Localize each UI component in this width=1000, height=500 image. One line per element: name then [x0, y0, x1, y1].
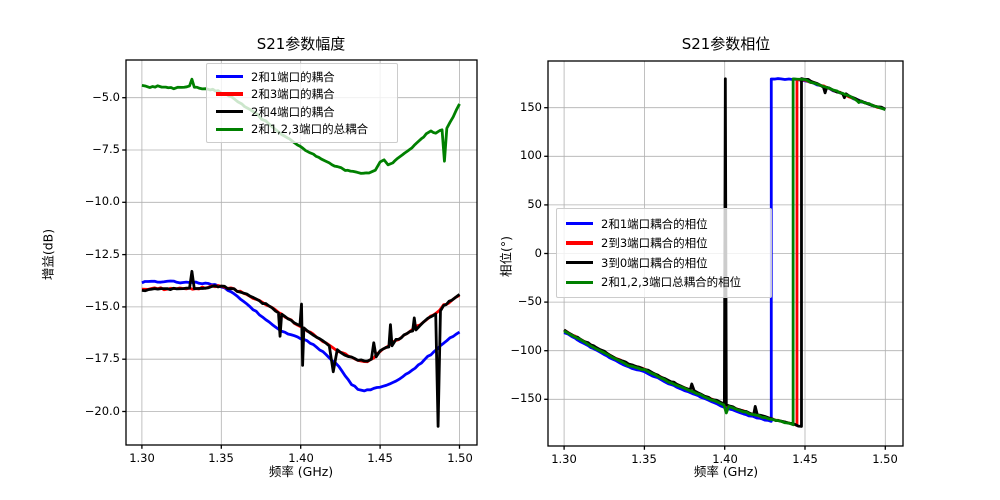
y-tick-label: −50 [517, 294, 542, 308]
y-tick-label: −150 [510, 391, 542, 405]
magnitude-chart [122, 59, 478, 449]
legend-label: 2和1端口耦合的相位 [601, 216, 708, 231]
legend-label: 2和1端口的耦合 [251, 69, 335, 84]
legend-line-sample [566, 261, 593, 265]
legend-item: 2和4端口的耦合 [216, 104, 388, 120]
y-tick-label: −15.0 [84, 299, 120, 313]
legend-line-sample [566, 221, 593, 226]
legend-label: 2和1,2,3端口的总耦合 [251, 122, 369, 137]
x-tick-label: 1.35 [208, 451, 234, 465]
x-tick-label: 1.50 [447, 451, 473, 465]
series-line [141, 269, 461, 428]
legend-label: 3到0端口耦合的相位 [601, 255, 708, 270]
legend-label: 2和1,2,3端口总耦合的相位 [601, 275, 742, 290]
y-tick-label: 100 [520, 148, 542, 162]
legend-label: 2到3端口耦合的相位 [601, 236, 708, 251]
legend-line-sample [216, 74, 243, 79]
series-line [141, 279, 461, 393]
legend-item: 2到3端口耦合的相位 [566, 235, 762, 251]
y-tick-label: 150 [520, 100, 542, 114]
x-tick-label: 1.35 [631, 452, 657, 466]
x-tick-label: 1.30 [551, 452, 577, 466]
magnitude-chart-title: S21参数幅度 [256, 35, 346, 53]
x-tick-label: 1.40 [712, 452, 738, 466]
y-tick-label: 50 [527, 197, 542, 211]
y-tick-label: 0 [534, 246, 542, 260]
x-tick-label: 1.30 [129, 451, 155, 465]
legend-item: 2和3端口的耦合 [216, 86, 388, 102]
y-tick-label: −5.0 [92, 90, 120, 104]
axes-frame [122, 59, 478, 449]
phase-x-axis-label: 频率 (GHz) [693, 464, 759, 479]
magnitude-legend: 2和1端口的耦合 2和3端口的耦合 2和4端口的耦合 2和1,2,3端口的总耦合 [206, 63, 398, 143]
legend-line-sample [216, 127, 243, 132]
phase-chart-title: S21参数相位 [681, 35, 771, 53]
y-tick-label: −20.0 [84, 404, 120, 418]
y-tick-label: −17.5 [84, 351, 120, 365]
legend-label: 2和3端口的耦合 [251, 87, 335, 102]
legend-item: 2和1,2,3端口的总耦合 [216, 121, 388, 137]
magnitude-y-axis-label: 增益(dB) [40, 228, 56, 281]
legend-line-sample [566, 280, 593, 285]
y-tick-label: −100 [510, 343, 542, 357]
x-tick-label: 1.40 [288, 451, 314, 465]
legend-item: 2和1端口耦合的相位 [566, 216, 762, 232]
y-tick-label: −12.5 [84, 247, 120, 261]
legend-line-sample [566, 241, 593, 245]
series-line [563, 77, 886, 427]
legend-label: 2和4端口的耦合 [251, 104, 335, 119]
legend-item: 2和1端口的耦合 [216, 69, 388, 85]
phase-legend: 2和1端口耦合的相位 2到3端口耦合的相位 3到0端口耦合的相位 2和1,2,3端口总… [556, 208, 772, 298]
x-tick-label: 1.45 [792, 452, 818, 466]
axes-frame [544, 60, 904, 450]
series-line [141, 77, 461, 175]
legend-line-sample [216, 110, 243, 114]
legend-item: 2和1,2,3端口总耦合的相位 [566, 274, 762, 290]
legend-item: 3到0端口耦合的相位 [566, 255, 762, 271]
y-tick-label: −7.5 [92, 142, 120, 156]
x-tick-label: 1.50 [872, 452, 898, 466]
y-tick-label: −10.0 [84, 194, 120, 208]
magnitude-x-axis-label: 频率 (GHz) [268, 464, 334, 479]
legend-line-sample [216, 92, 243, 96]
x-tick-label: 1.45 [367, 451, 393, 465]
